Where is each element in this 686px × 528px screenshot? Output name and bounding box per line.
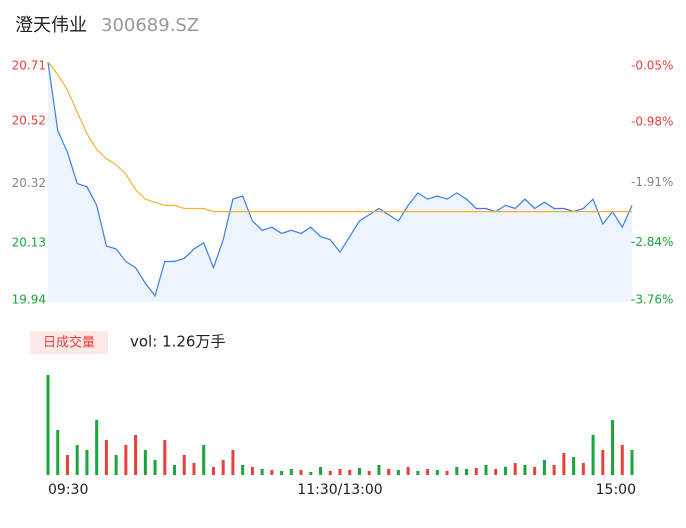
volume-bar	[542, 460, 546, 475]
volume-bar	[182, 455, 186, 475]
volume-bar	[231, 450, 235, 475]
y-tick-label: 19.94	[12, 293, 46, 307]
volume-bar	[241, 465, 245, 475]
volume-bar	[75, 445, 79, 475]
y-tick-label: 20.32	[12, 176, 46, 190]
volume-bar	[163, 440, 167, 475]
volume-bar	[435, 470, 439, 475]
volume-bar	[620, 445, 624, 475]
price-area	[48, 62, 632, 302]
volume-annotation: vol: 1.26万手	[130, 333, 225, 351]
volume-bar	[85, 450, 89, 475]
volume-bar	[406, 467, 410, 475]
volume-bar	[465, 469, 469, 475]
volume-bar	[134, 435, 138, 475]
volume-bar	[280, 471, 284, 475]
volume-bar	[533, 467, 537, 475]
volume-bar	[260, 469, 264, 475]
volume-bar	[572, 457, 576, 475]
volume-bar	[309, 472, 313, 475]
volume-bar	[630, 450, 634, 475]
volume-bar	[173, 465, 177, 475]
volume-bar	[338, 469, 342, 475]
volume-bar	[328, 471, 332, 475]
volume-bar	[494, 469, 498, 475]
volume-bar	[426, 469, 430, 475]
volume-bar	[474, 468, 478, 475]
volume-bar	[192, 463, 196, 475]
volume-bar	[270, 470, 274, 475]
average-line	[47, 61, 632, 213]
volume-bar	[503, 467, 507, 475]
volume-bar	[153, 460, 157, 475]
y-tick-label: 20.52	[12, 114, 46, 128]
volume-bar	[396, 470, 400, 475]
volume-bar	[513, 463, 517, 475]
y-tick-label: 20.13	[12, 235, 46, 249]
y2-tick-label: -3.76%	[631, 293, 673, 307]
volume-bar	[211, 467, 215, 475]
volume-bar	[591, 435, 595, 475]
volume-bar	[484, 465, 488, 475]
volume-bar	[387, 469, 391, 475]
volume-bar	[289, 469, 293, 475]
stock-code: 300689.SZ	[101, 15, 199, 36]
volume-bar	[202, 445, 206, 475]
volume-bar	[221, 460, 225, 475]
volume-bar	[601, 450, 605, 475]
legend-label: 日成交量	[43, 335, 95, 351]
volume-bar	[367, 471, 371, 475]
y2-tick-label: -0.98%	[631, 115, 673, 129]
volume-bar	[65, 455, 69, 475]
y2-tick-label: -1.91%	[631, 175, 673, 189]
y2-tick-label: -0.05%	[631, 59, 673, 73]
y-tick-label: 20.71	[12, 59, 46, 73]
volume-bar	[562, 453, 566, 475]
volume-bar	[46, 375, 50, 475]
price-line	[47, 61, 633, 298]
volume-bar	[523, 465, 527, 475]
volume-bar	[299, 470, 303, 475]
volume-bar	[319, 467, 323, 475]
volume-bar	[445, 471, 449, 475]
volume-bar	[95, 420, 99, 475]
volume-bar	[611, 420, 615, 475]
volume-bar	[357, 468, 361, 475]
volume-bar	[143, 450, 147, 475]
chart-title: 澄天伟业	[15, 15, 87, 36]
volume-bar	[416, 471, 420, 475]
y2-tick-label: -2.84%	[631, 235, 673, 249]
volume-bar	[552, 465, 556, 475]
volume-bar	[56, 430, 60, 475]
volume-bar	[581, 463, 585, 475]
volume-bar	[104, 440, 108, 475]
volume-bar	[124, 445, 128, 475]
x-tick-label: 09:30	[48, 482, 88, 498]
volume-bar	[377, 465, 381, 475]
x-tick-label: 11:30/13:00	[297, 482, 382, 498]
volume-bar	[455, 467, 459, 475]
volume-bar	[348, 470, 352, 475]
x-tick-label: 15:00	[596, 482, 636, 498]
volume-bar	[250, 467, 254, 475]
legend-box	[30, 331, 108, 354]
volume-bar	[114, 455, 118, 475]
